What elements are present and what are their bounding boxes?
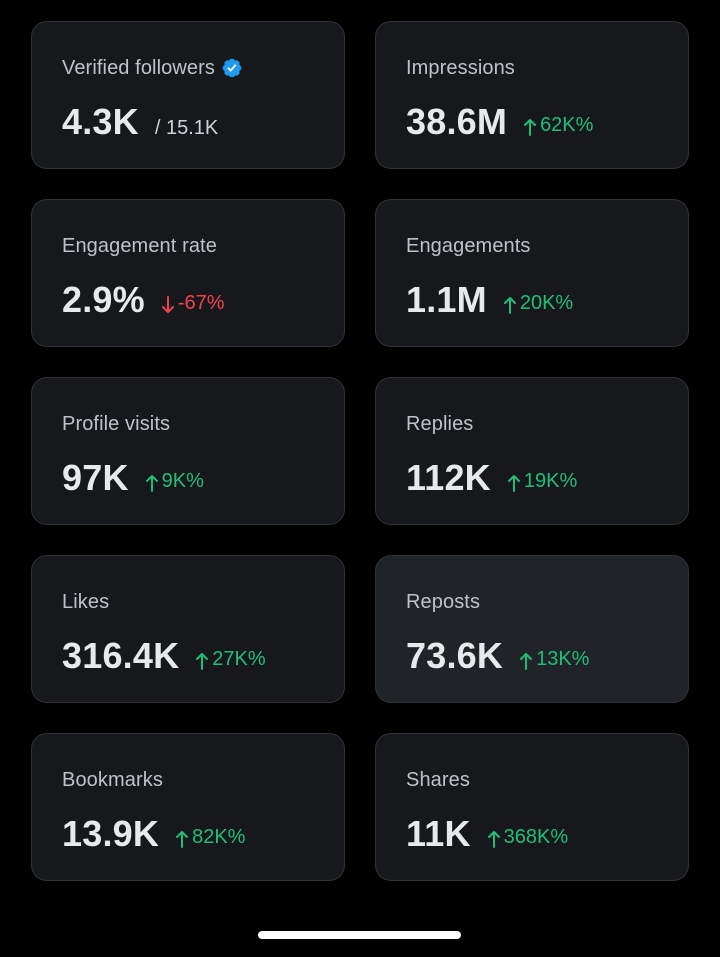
stat-value: 2.9%	[62, 279, 145, 320]
stat-delta-value: 368K%	[503, 825, 569, 848]
arrow-up-icon	[503, 296, 517, 314]
stat-value-row: 11K 368K%	[406, 813, 688, 855]
arrow-up-icon	[175, 830, 189, 848]
arrow-up-icon	[487, 830, 501, 848]
verified-badge-icon	[221, 57, 243, 79]
stat-value: 4.3K	[62, 101, 139, 142]
stat-delta-value: 82K%	[192, 825, 246, 848]
stat-delta: -67%	[161, 292, 225, 315]
arrow-up-icon	[195, 652, 209, 670]
arrow-up-icon	[507, 474, 521, 492]
stat-card-impressions[interactable]: Impressions 38.6M 62K%	[375, 21, 689, 169]
stat-delta: 9K%	[145, 470, 204, 493]
stat-value: 11K	[406, 813, 471, 854]
stat-delta: 20K%	[503, 292, 573, 315]
stat-label: Replies	[406, 412, 474, 435]
stat-label-row: Profile visits	[62, 411, 344, 437]
stat-delta-value: 20K%	[519, 291, 574, 314]
stat-card-bookmarks[interactable]: Bookmarks 13.9K 82K%	[31, 733, 345, 881]
stat-value-row: 97K 9K%	[62, 457, 344, 499]
home-indicator-bar[interactable]	[258, 931, 461, 939]
stat-label: Likes	[62, 590, 110, 613]
stat-card-likes[interactable]: Likes 316.4K 27K%	[31, 555, 345, 703]
stat-label: Engagement rate	[62, 234, 217, 257]
stat-delta-value: 13K%	[536, 647, 590, 670]
arrow-up-icon	[145, 474, 159, 492]
stat-value-row: 4.3K / 15.1K	[62, 101, 344, 143]
stat-card-profile-visits[interactable]: Profile visits 97K 9K%	[31, 377, 345, 525]
stat-label-row: Likes	[62, 589, 344, 615]
stat-delta: 27K%	[195, 647, 266, 671]
stat-label-row: Replies	[406, 411, 688, 437]
stat-value-row: 1.1M 20K%	[406, 279, 688, 321]
stat-delta-value: 19K%	[523, 469, 578, 492]
stat-delta-value: 62K%	[540, 113, 594, 136]
stat-value: 1.1M	[406, 279, 487, 320]
stat-delta-value: 9K%	[161, 469, 204, 492]
stat-label: Impressions	[406, 56, 515, 79]
stat-label-row: Impressions	[406, 55, 688, 81]
stat-delta: 19K%	[507, 470, 577, 493]
stat-delta: 62K%	[523, 114, 593, 137]
stat-card-engagements[interactable]: Engagements 1.1M 20K%	[375, 199, 689, 347]
stat-value-row: 13.9K 82K%	[62, 813, 344, 855]
stat-label: Shares	[406, 768, 470, 791]
stat-value: 73.6K	[406, 635, 504, 676]
stat-card-replies[interactable]: Replies 112K 19K%	[375, 377, 689, 525]
stat-label-row: Engagement rate	[62, 233, 344, 259]
stat-label-row: Shares	[406, 767, 688, 793]
stat-card-engagement-rate[interactable]: Engagement rate 2.9% -67%	[31, 199, 345, 347]
arrow-up-icon	[523, 118, 537, 136]
stat-delta: 82K%	[175, 826, 245, 849]
stat-label: Profile visits	[62, 412, 171, 435]
stat-card-verified-followers[interactable]: Verified followers 4.3K / 15.1K	[31, 21, 345, 169]
stat-delta-value: 27K%	[212, 647, 266, 670]
stat-value-row: 38.6M 62K%	[406, 101, 688, 143]
stat-value: 97K	[62, 457, 129, 498]
stat-delta-value: -67%	[177, 291, 225, 314]
stat-label: Bookmarks	[62, 768, 163, 791]
stat-label-row: Bookmarks	[62, 767, 344, 793]
stat-value-row: 2.9% -67%	[62, 279, 344, 321]
stat-label-row: Reposts	[406, 589, 688, 615]
stat-value: 316.4K	[62, 635, 180, 676]
stat-value-row: 73.6K 13K%	[406, 635, 688, 677]
stat-value-row: 112K 19K%	[406, 457, 688, 499]
stats-grid: Verified followers 4.3K / 15.1K Impressi…	[31, 21, 689, 881]
stat-value: 13.9K	[62, 813, 160, 854]
stat-label: Reposts	[406, 590, 481, 613]
arrow-up-icon	[519, 652, 533, 670]
stat-delta: 13K%	[519, 648, 589, 671]
stat-delta: 368K%	[487, 825, 569, 849]
stat-card-shares[interactable]: Shares 11K 368K%	[375, 733, 689, 881]
stat-label-row: Verified followers	[62, 55, 344, 81]
stat-subtotal: / 15.1K	[154, 117, 219, 139]
stat-value: 112K	[406, 457, 491, 498]
stat-card-reposts[interactable]: Reposts 73.6K 13K%	[375, 555, 689, 703]
arrow-down-icon	[161, 296, 175, 314]
stat-value-row: 316.4K 27K%	[62, 635, 344, 677]
stat-value: 38.6M	[406, 101, 508, 142]
stat-label-row: Engagements	[406, 233, 688, 259]
stat-label: Verified followers	[62, 56, 215, 79]
stat-label: Engagements	[406, 234, 531, 257]
